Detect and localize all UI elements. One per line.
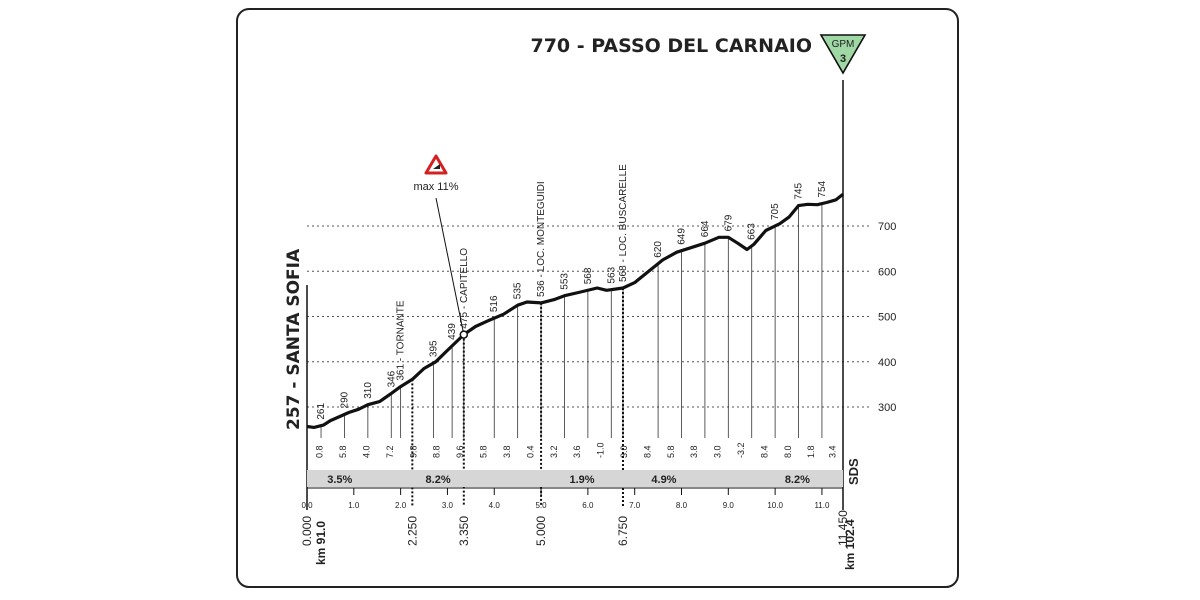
altitude-label: 536 - LOC. MONTEGUIDI xyxy=(536,181,547,297)
altitude-label: 261 xyxy=(316,403,327,420)
altitude-label: 361 - TORNANTE xyxy=(396,300,407,381)
steep-warning-icon xyxy=(424,154,448,175)
segment-percent: 8.2% xyxy=(785,474,810,486)
altitude-label: 290 xyxy=(339,391,350,408)
segment-percent: 4.9% xyxy=(651,474,676,486)
max-grade-point xyxy=(459,330,469,339)
km-tick-label: 6.0 xyxy=(582,501,594,510)
km-tick-label: 4.0 xyxy=(489,501,501,510)
start-location-label: 257 - SANTA SOFIA xyxy=(284,248,304,430)
climb-title: 770 - PASSO DEL CARNAIO xyxy=(530,35,812,57)
gradient-value: 3.0 xyxy=(619,445,629,458)
segment-band xyxy=(307,470,843,487)
altitude-label: 568 xyxy=(583,267,594,284)
gradient-value: -1.0 xyxy=(596,442,606,458)
gradient-value: 5.8 xyxy=(479,445,489,458)
km-tick-label: 7.0 xyxy=(629,501,641,510)
altitude-label: 475 - CAPITELLO xyxy=(459,248,470,329)
gradient-value: 3.0 xyxy=(713,445,723,458)
gradient-value: 3.8 xyxy=(689,445,699,458)
km-end-label: km 102.4 xyxy=(843,519,857,570)
gradient-value: 0.8 xyxy=(315,445,325,458)
altitude-label: 568 - LOC. BUSCARELLE xyxy=(618,164,629,282)
sds-label: SDS xyxy=(846,458,861,485)
gradient-value: 3.6 xyxy=(572,445,582,458)
altitude-label: 649 xyxy=(676,228,687,245)
km-tick-label: 11.0 xyxy=(814,501,830,510)
gradient-value: 3.4 xyxy=(827,445,837,458)
altitude-label: 663 xyxy=(747,223,758,240)
altitude-label: 553 xyxy=(559,273,570,290)
gradient-value: 4.0 xyxy=(362,445,372,458)
km-start-label: km 91.0 xyxy=(314,521,328,565)
km-tick-label: 2.0 xyxy=(395,501,407,510)
gradient-value: 8.8 xyxy=(432,445,442,458)
distance-label: 3.350 xyxy=(457,516,471,546)
gpm-badge xyxy=(819,34,867,75)
gradient-value: -3.2 xyxy=(736,442,746,458)
gradient-value: 3.2 xyxy=(549,445,559,458)
distance-label: 5.000 xyxy=(534,516,548,546)
gradient-value: 7.2 xyxy=(385,445,395,458)
km-tick-label: 3.0 xyxy=(442,501,454,510)
card-border xyxy=(236,8,959,588)
gradient-value: 8.0 xyxy=(783,445,793,458)
distance-label: 6.750 xyxy=(616,516,630,546)
y-tick-label: 700 xyxy=(878,221,896,233)
segment-percent: 1.9% xyxy=(569,474,594,486)
distance-label: 11.450 xyxy=(836,510,850,546)
steep-warning-glyph xyxy=(433,164,440,169)
max-grade-label: max 11% xyxy=(413,181,458,193)
km-tick-label: 5.0 xyxy=(535,501,547,510)
altitude-label: 679 xyxy=(723,214,734,231)
km-tick-label: 9.0 xyxy=(723,501,735,510)
max-grade-pointer xyxy=(435,197,465,335)
altitude-label: 754 xyxy=(817,180,828,197)
altitude-label: 705 xyxy=(770,203,781,220)
gradient-value: 8.4 xyxy=(759,445,769,458)
altitude-label: 310 xyxy=(363,382,374,399)
segment-percent: 3.5% xyxy=(327,474,352,486)
km-tick-label: 10.0 xyxy=(767,501,783,510)
altitude-label: 535 xyxy=(513,282,524,299)
altitude-label: 346 xyxy=(386,370,397,387)
gpm-category: 3 xyxy=(840,53,846,65)
altitude-label: 395 xyxy=(428,340,439,357)
gradient-value: 9.6 xyxy=(455,445,465,458)
segment-percent: 8.2% xyxy=(426,474,451,486)
altitude-label: 620 xyxy=(653,241,664,258)
km-tick-label: 0.0 xyxy=(301,501,313,510)
gradient-value: 5.8 xyxy=(666,445,676,458)
gradient-value: 8.4 xyxy=(642,445,652,458)
distance-label: 0.000 xyxy=(300,516,314,546)
altitude-label: 563 xyxy=(606,266,617,283)
gradient-value: 5.8 xyxy=(338,445,348,458)
gpm-label: GPM xyxy=(832,39,855,50)
gradient-value: 0.4 xyxy=(525,445,535,458)
y-tick-label: 300 xyxy=(878,402,896,414)
y-tick-label: 500 xyxy=(878,312,896,324)
elevation-profile-line xyxy=(306,193,844,429)
gradient-value: 9.8 xyxy=(408,445,418,458)
altitude-label: 516 xyxy=(489,295,500,312)
y-tick-label: 400 xyxy=(878,357,896,369)
altitude-label: 745 xyxy=(794,183,805,200)
altitude-label: 664 xyxy=(700,220,711,237)
distance-label: 2.250 xyxy=(405,516,419,546)
altitude-label: 439 xyxy=(447,323,458,340)
km-tick-label: 1.0 xyxy=(348,501,360,510)
gradient-value: 3.8 xyxy=(502,445,512,458)
y-tick-label: 600 xyxy=(878,266,896,278)
km-tick-label: 8.0 xyxy=(676,501,688,510)
gradient-value: 1.8 xyxy=(806,445,816,458)
